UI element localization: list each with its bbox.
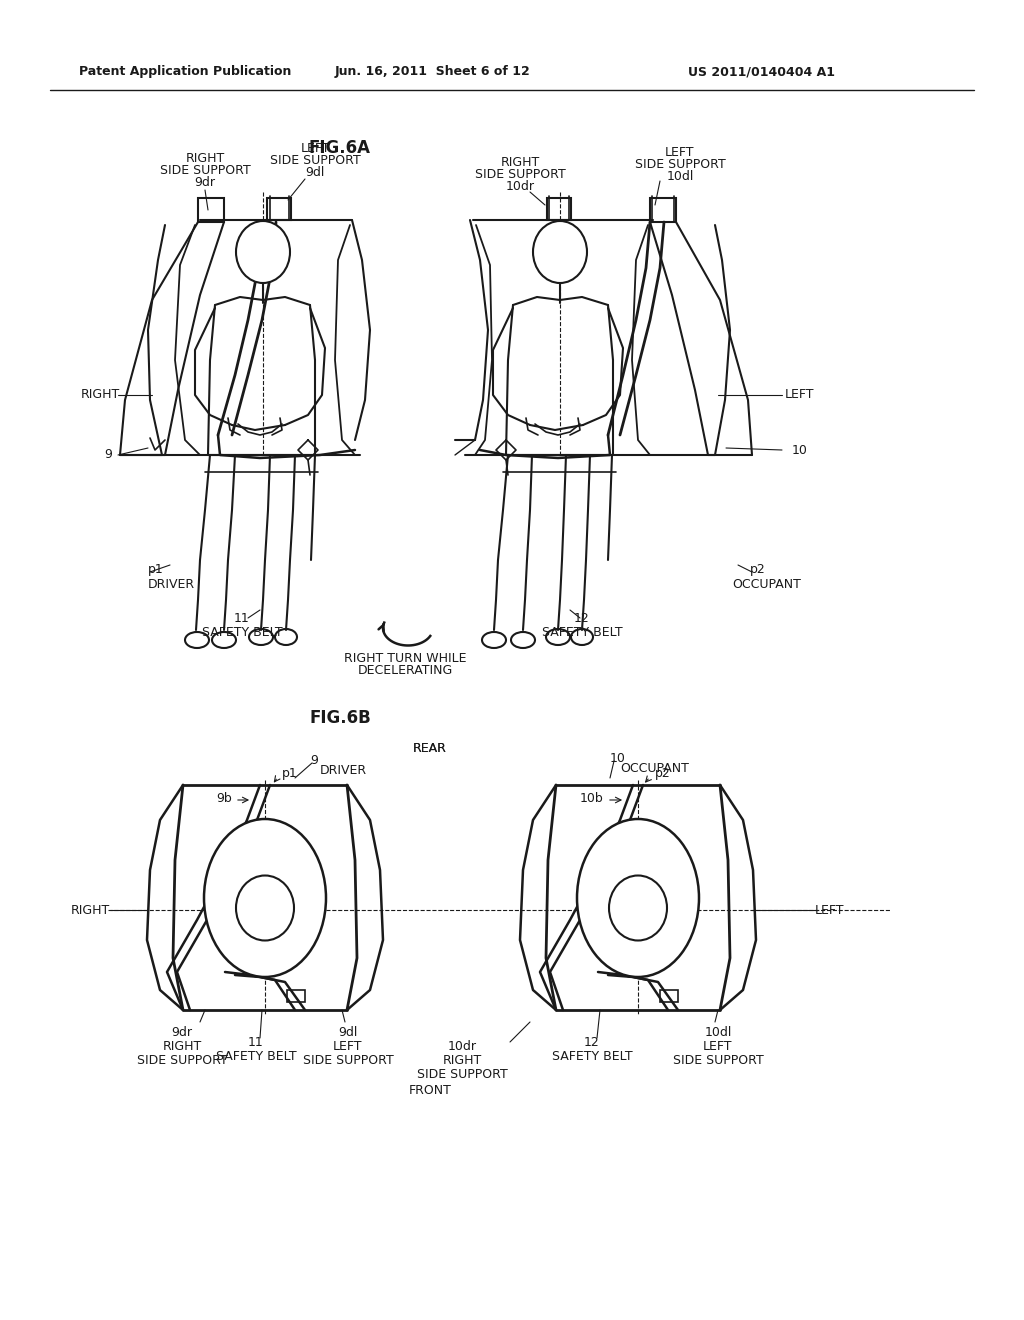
Text: 10b: 10b: [580, 792, 603, 804]
Text: LEFT: LEFT: [815, 903, 845, 916]
Text: 10dr: 10dr: [506, 180, 535, 193]
Text: RIGHT: RIGHT: [442, 1053, 481, 1067]
Text: RIGHT: RIGHT: [71, 903, 110, 916]
Text: Patent Application Publication: Patent Application Publication: [79, 66, 291, 78]
Text: SIDE SUPPORT: SIDE SUPPORT: [136, 1053, 227, 1067]
Ellipse shape: [511, 632, 535, 648]
Text: REAR: REAR: [413, 742, 446, 755]
Text: REAR: REAR: [413, 742, 446, 755]
Text: FRONT: FRONT: [409, 1084, 452, 1097]
Text: SAFETY BELT: SAFETY BELT: [202, 626, 283, 639]
Text: p1: p1: [148, 564, 164, 577]
Bar: [650, 198, 676, 222]
Text: 9dr: 9dr: [195, 176, 215, 189]
Text: LEFT: LEFT: [300, 141, 330, 154]
Text: US 2011/0140404 A1: US 2011/0140404 A1: [688, 66, 836, 78]
Ellipse shape: [482, 632, 506, 648]
Ellipse shape: [275, 630, 297, 645]
Text: SIDE SUPPORT: SIDE SUPPORT: [635, 157, 725, 170]
Text: RIGHT: RIGHT: [163, 1040, 202, 1052]
Text: 10dl: 10dl: [705, 1026, 732, 1039]
Text: p2: p2: [655, 767, 671, 780]
Text: DECELERATING: DECELERATING: [357, 664, 453, 677]
Text: 10: 10: [792, 444, 808, 457]
Text: SAFETY BELT: SAFETY BELT: [216, 1049, 296, 1063]
Ellipse shape: [571, 630, 593, 645]
Text: 9: 9: [104, 449, 112, 462]
Text: 9: 9: [310, 754, 317, 767]
Text: SIDE SUPPORT: SIDE SUPPORT: [673, 1053, 763, 1067]
Text: DRIVER: DRIVER: [148, 578, 196, 590]
Ellipse shape: [249, 630, 273, 645]
Text: SIDE SUPPORT: SIDE SUPPORT: [160, 164, 251, 177]
Text: 11: 11: [234, 611, 250, 624]
Ellipse shape: [212, 632, 236, 648]
Text: DRIVER: DRIVER: [319, 764, 368, 777]
Text: FIG.6A: FIG.6A: [309, 139, 371, 157]
Text: RIGHT TURN WHILE: RIGHT TURN WHILE: [344, 652, 466, 664]
Bar: [287, 990, 305, 1002]
Bar: [267, 198, 291, 220]
Text: LEFT: LEFT: [785, 388, 815, 401]
Text: 10dl: 10dl: [667, 169, 693, 182]
Ellipse shape: [185, 632, 209, 648]
Ellipse shape: [609, 875, 667, 940]
Text: Jun. 16, 2011  Sheet 6 of 12: Jun. 16, 2011 Sheet 6 of 12: [334, 66, 529, 78]
Ellipse shape: [236, 875, 294, 940]
Text: SAFETY BELT: SAFETY BELT: [542, 626, 623, 639]
Text: LEFT: LEFT: [703, 1040, 733, 1052]
Bar: [547, 198, 571, 220]
Text: 12: 12: [574, 611, 590, 624]
Text: OCCUPANT: OCCUPANT: [732, 578, 801, 590]
Ellipse shape: [546, 630, 570, 645]
Text: 9dl: 9dl: [305, 165, 325, 178]
Ellipse shape: [236, 220, 290, 282]
Text: 9dr: 9dr: [171, 1026, 193, 1039]
Text: 11: 11: [248, 1035, 264, 1048]
Text: p2: p2: [750, 564, 766, 577]
Text: FIG.6B: FIG.6B: [309, 709, 371, 727]
Text: 9b: 9b: [216, 792, 232, 804]
Text: 12: 12: [584, 1035, 600, 1048]
Text: 9dl: 9dl: [338, 1026, 357, 1039]
Bar: [198, 198, 224, 222]
Text: 10: 10: [610, 751, 626, 764]
Text: RIGHT: RIGHT: [501, 156, 540, 169]
Ellipse shape: [577, 818, 699, 977]
Text: SIDE SUPPORT: SIDE SUPPORT: [417, 1068, 507, 1081]
Text: LEFT: LEFT: [666, 145, 694, 158]
Text: SAFETY BELT: SAFETY BELT: [552, 1049, 632, 1063]
Text: OCCUPANT: OCCUPANT: [620, 763, 689, 776]
Ellipse shape: [204, 818, 326, 977]
Text: SIDE SUPPORT: SIDE SUPPORT: [303, 1053, 393, 1067]
Text: SIDE SUPPORT: SIDE SUPPORT: [269, 153, 360, 166]
Text: LEFT: LEFT: [333, 1040, 362, 1052]
Text: RIGHT: RIGHT: [185, 152, 224, 165]
Bar: [660, 990, 678, 1002]
Ellipse shape: [534, 220, 587, 282]
Text: p1: p1: [282, 767, 298, 780]
Text: RIGHT: RIGHT: [80, 388, 120, 401]
Text: SIDE SUPPORT: SIDE SUPPORT: [475, 168, 565, 181]
Text: 10dr: 10dr: [447, 1040, 476, 1052]
